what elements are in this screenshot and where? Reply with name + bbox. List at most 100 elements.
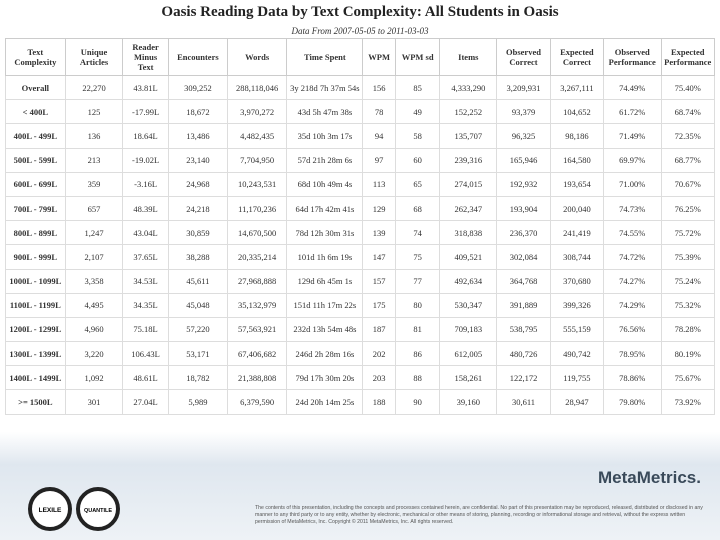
column-header: Observed Correct (496, 38, 551, 76)
cell: 4,482,435 (226, 123, 288, 149)
cell: 24,218 (167, 195, 228, 222)
cell: 129d 6h 45m 1s (286, 268, 364, 294)
cell: -3.16L (122, 171, 169, 197)
cell: 156 (362, 74, 396, 101)
cell: 90 (394, 389, 441, 415)
cell: 188 (362, 389, 396, 415)
cell: 3y 218d 7h 37m 54s (286, 74, 364, 101)
table-row: 1200L - 1299L 4,960 75.18L 57,220 57,563,921… (5, 316, 715, 343)
logos: LEXILE QUANTILE (28, 487, 120, 531)
cell: 555,159 (549, 316, 604, 343)
cell: 700L - 799L (5, 195, 66, 222)
cell: 49 (394, 99, 441, 125)
cell: 492,634 (439, 268, 498, 294)
cell: 27.04L (122, 389, 169, 415)
cell: 187 (362, 316, 396, 343)
table-row: 900L - 999L 2,107 37.65L 38,288 20,335,214 10… (5, 244, 715, 270)
cell: 4,960 (64, 316, 124, 343)
cell: 71.49% (602, 123, 662, 149)
cell: 1,092 (64, 365, 124, 391)
cell: 80.19% (660, 341, 715, 367)
cell: 58 (394, 123, 441, 149)
cell: 21,388,808 (226, 365, 288, 391)
table-row: < 400L 125 -17.99L 18,672 3,970,272 43d 5h 47… (5, 99, 715, 125)
header-row: Text Complexity Unique Articles Reader Min… (5, 38, 715, 76)
cell: 3,209,931 (496, 74, 551, 101)
cell: Overall (5, 74, 66, 101)
cell: 74.55% (602, 220, 662, 246)
cell: 75 (394, 244, 441, 270)
cell: 18.64L (122, 123, 169, 149)
table-row: 800L - 899L 1,247 43.04L 30,859 14,670,500 78… (5, 220, 715, 246)
cell: 23,140 (167, 147, 228, 173)
cell: 79.80% (602, 389, 662, 415)
cell: 65 (394, 171, 441, 197)
column-header: WPM (362, 38, 396, 76)
cell: 76.56% (602, 316, 662, 343)
cell: 96,325 (496, 123, 551, 149)
cell: 35,132,979 (226, 292, 288, 318)
cell: 232d 13h 54m 48s (286, 316, 364, 343)
cell: 61.72% (602, 99, 662, 125)
cell: 68d 10h 49m 4s (286, 171, 364, 197)
cell: 78.28% (660, 316, 715, 343)
brand: MetaMetrics. (598, 468, 701, 487)
cell: 93,379 (496, 99, 551, 125)
cell: 45,048 (167, 292, 228, 318)
column-header: Unique Articles (64, 38, 124, 76)
cell: 164,580 (549, 147, 604, 173)
cell: 202 (362, 341, 396, 367)
cell: 48.61L (122, 365, 169, 391)
cell: 3,358 (64, 268, 124, 294)
table-row: Overall 22,270 43.81L 309,252 288,118,046 3y … (5, 74, 715, 101)
data-table: Text Complexity Unique Articles Reader Min… (5, 38, 715, 415)
cell: 79d 17h 30m 20s (286, 365, 364, 391)
cell: 3,970,272 (226, 99, 288, 125)
cell: 1400L - 1499L (5, 365, 66, 391)
quantile-logo (76, 487, 120, 531)
cell: 359 (64, 171, 124, 197)
cell: 500L - 599L (5, 147, 66, 173)
cell: 24d 20h 14m 25s (286, 389, 364, 415)
cell: 69.97% (602, 147, 662, 173)
cell: 101d 1h 6m 19s (286, 244, 364, 270)
cell: 74.72% (602, 244, 662, 270)
cell: 71.00% (602, 171, 662, 197)
table-row: >= 1500L 301 27.04L 5,989 6,379,590 24d 20h 1… (5, 389, 715, 415)
cell: 45,611 (167, 268, 228, 294)
cell: 193,904 (496, 195, 551, 222)
cell: 80 (394, 292, 441, 318)
cell: 18,782 (167, 365, 228, 391)
cell: 657 (64, 195, 124, 222)
cell: 57,563,921 (226, 316, 288, 343)
cell: 34.53L (122, 268, 169, 294)
cell: 262,347 (439, 195, 498, 222)
column-header: Reader Minus Text (122, 38, 169, 76)
table-row: 500L - 599L 213 -19.02L 23,140 7,704,950 57d … (5, 147, 715, 173)
cell: 97 (362, 147, 396, 173)
cell: 1,247 (64, 220, 124, 246)
cell: 60 (394, 147, 441, 173)
cell: 68 (394, 195, 441, 222)
cell: 43.81L (122, 74, 169, 101)
cell: 193,654 (549, 171, 604, 197)
cell: 318,838 (439, 220, 498, 246)
cell: 13,486 (167, 123, 228, 149)
notice: The contents of this presentation, inclu… (255, 505, 703, 525)
column-header: Expected Correct (549, 38, 604, 76)
cell: 104,652 (549, 99, 604, 125)
cell: < 400L (5, 99, 66, 125)
cell: 75.39% (660, 244, 715, 270)
cell: 78.95% (602, 341, 662, 367)
cell: 1200L - 1299L (5, 316, 66, 343)
cell: 78.86% (602, 365, 662, 391)
cell: 81 (394, 316, 441, 343)
cell: 364,768 (496, 268, 551, 294)
cell: 1000L - 1099L (5, 268, 66, 294)
cell: 18,672 (167, 99, 228, 125)
cell: 72.35% (660, 123, 715, 149)
cell: 158,261 (439, 365, 498, 391)
cell: 147 (362, 244, 396, 270)
table-row: 400L - 499L 136 18.64L 13,486 4,482,435 35d 1… (5, 123, 715, 149)
